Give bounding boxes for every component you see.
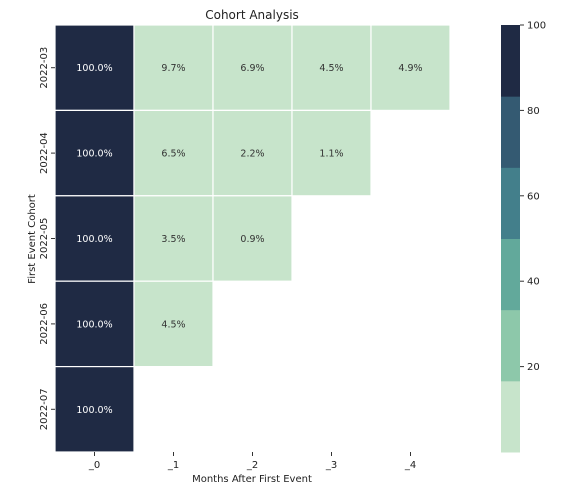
x-axis-ticks: _0 _1 _2 _3 _4 <box>88 452 416 471</box>
cell-value-label: 9.7% <box>161 63 185 74</box>
colorbar-segment <box>501 239 520 311</box>
y-axis-label: First Event Cohort <box>27 194 38 284</box>
colorbar-segment <box>501 381 520 453</box>
cell-value-label: 4.9% <box>398 63 422 74</box>
colorbar-segment <box>501 167 520 239</box>
y-tick-label: 2022-06 <box>39 303 50 345</box>
cell-value-label: 6.5% <box>161 149 185 160</box>
cell-value-label: 100.0% <box>76 63 112 74</box>
cell-value-label: 100.0% <box>76 149 112 160</box>
cell-value-label: 3.5% <box>161 234 185 245</box>
y-tick-label: 2022-03 <box>39 47 50 89</box>
cell-value-label: 100.0% <box>76 319 112 330</box>
cell-value-label: 0.9% <box>240 234 264 245</box>
y-tick-label: 2022-07 <box>39 388 50 430</box>
colorbar-tick-label: 20 <box>527 362 540 373</box>
colorbar-tick-label: 100 <box>527 21 546 32</box>
x-tick-label: _1 <box>167 460 179 471</box>
y-tick-label: 2022-05 <box>39 218 50 260</box>
colorbar-segment <box>501 96 520 168</box>
colorbar-tick-label: 60 <box>527 191 540 202</box>
colorbar: 20 40 60 80 100 <box>501 21 546 453</box>
x-axis-label: Months After First Event <box>192 474 312 485</box>
x-tick-label: _4 <box>404 460 416 471</box>
y-tick-label: 2022-04 <box>39 132 50 174</box>
cell-value-label: 6.9% <box>240 63 264 74</box>
cell-value-label: 2.2% <box>240 149 264 160</box>
cell-value-label: 100.0% <box>76 234 112 245</box>
chart-title: Cohort Analysis <box>205 8 299 22</box>
cell-value-label: 1.1% <box>319 149 343 160</box>
heatmap-cells: 100.0% 9.7% 6.9% 4.5% 4.9% 100.0% 6.5% 2.2% 1.1%… <box>55 25 450 452</box>
colorbar-tick-label: 40 <box>527 277 540 288</box>
colorbar-segment <box>501 310 520 382</box>
colorbar-tick-label: 80 <box>527 106 540 117</box>
cell-value-label: 4.5% <box>319 63 343 74</box>
cell-value-label: 4.5% <box>161 319 185 330</box>
x-tick-label: _3 <box>325 460 337 471</box>
x-tick-label: _0 <box>88 460 100 471</box>
y-axis-ticks: 2022-03 2022-04 2022-05 2022-06 2022-07 <box>39 47 55 430</box>
x-tick-label: _2 <box>246 460 258 471</box>
colorbar-segment <box>501 25 520 97</box>
cell-value-label: 100.0% <box>76 405 112 416</box>
